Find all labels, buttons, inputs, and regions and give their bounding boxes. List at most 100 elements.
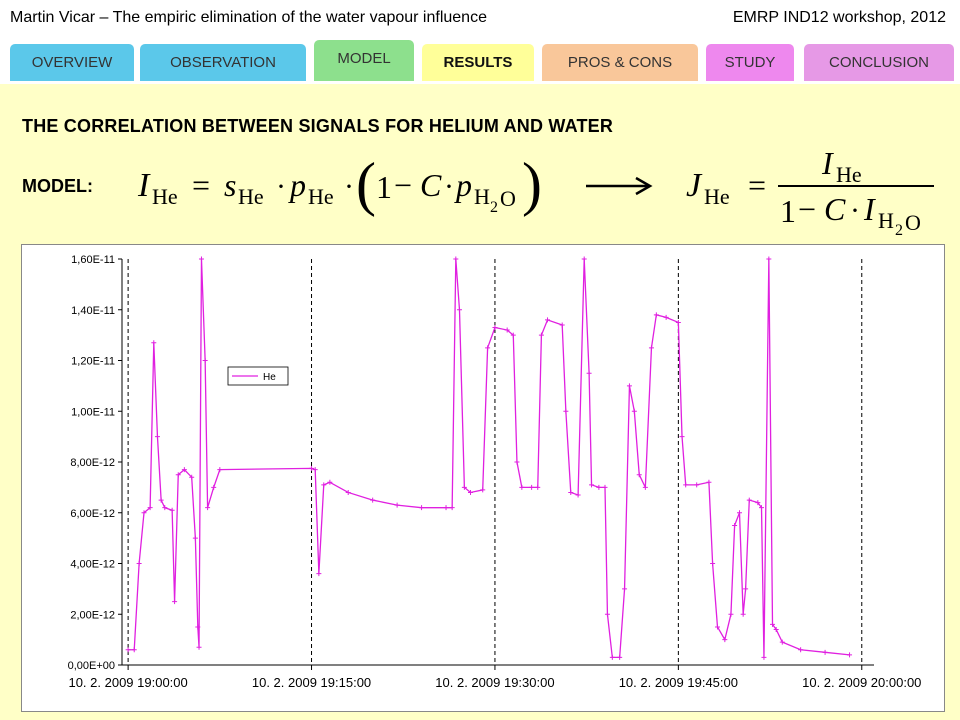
- svg-text:·: ·: [444, 170, 454, 203]
- data-point: [683, 482, 689, 488]
- data-point: [847, 652, 853, 658]
- svg-text:(: (: [356, 151, 376, 217]
- svg-text:=: =: [192, 167, 210, 203]
- data-point: [663, 314, 669, 320]
- workshop-label: EMRP IND12 workshop, 2012: [732, 9, 946, 26]
- tab-overview[interactable]: OVERVIEW: [10, 44, 134, 81]
- data-point: [154, 434, 160, 440]
- data-point: [773, 626, 779, 632]
- data-point: [162, 505, 168, 511]
- data-point: [761, 654, 767, 660]
- data-point: [740, 611, 746, 617]
- y-tick-label: 0,00E+00: [68, 660, 115, 672]
- svg-text:1: 1: [376, 169, 392, 205]
- data-point: [480, 487, 486, 493]
- data-point: [732, 522, 738, 528]
- data-point: [504, 327, 510, 333]
- data-point: [321, 482, 327, 488]
- legend-label-he: He: [263, 372, 276, 383]
- tab-results[interactable]: RESULTS: [422, 44, 534, 81]
- data-point: [679, 434, 685, 440]
- data-point: [196, 644, 202, 650]
- data-point: [653, 312, 659, 318]
- data-point: [309, 465, 315, 471]
- svg-text:·: ·: [344, 170, 354, 203]
- data-point: [642, 484, 648, 490]
- data-point: [710, 561, 716, 566]
- data-point: [798, 647, 804, 653]
- x-tick-label: 10. 2. 2009 19:00:00: [68, 675, 187, 690]
- data-point: [492, 325, 498, 331]
- slide-title: THE CORRELATION BETWEEN SIGNALS FOR HELI…: [22, 116, 614, 136]
- data-point: [449, 505, 455, 511]
- data-point: [136, 561, 142, 566]
- data-point: [538, 332, 544, 338]
- svg-text:J: J: [686, 167, 703, 204]
- data-point: [419, 505, 425, 511]
- data-point: [535, 484, 541, 490]
- data-point: [575, 492, 581, 498]
- tab-model[interactable]: MODEL: [314, 40, 414, 81]
- data-point: [563, 408, 569, 414]
- data-point: [175, 472, 181, 478]
- data-point: [545, 317, 551, 323]
- data-point: [514, 459, 520, 465]
- y-tick-label: 2,00E-12: [70, 609, 115, 621]
- data-point: [529, 484, 535, 490]
- tab-conclusion[interactable]: CONCLUSION: [804, 44, 954, 81]
- data-point: [456, 307, 462, 313]
- data-point: [694, 482, 700, 488]
- svg-text:He: He: [836, 162, 862, 187]
- x-tick-label: 10. 2. 2009 19:15:00: [252, 675, 371, 690]
- data-point: [169, 507, 175, 513]
- data-point: [581, 256, 587, 262]
- data-point: [345, 489, 351, 495]
- svg-text:H: H: [474, 184, 490, 209]
- tab-study[interactable]: STUDY: [706, 44, 794, 81]
- data-point: [755, 500, 761, 506]
- svg-text:−: −: [394, 167, 412, 203]
- data-point: [312, 467, 318, 473]
- svg-text:·: ·: [276, 170, 286, 203]
- data-point: [205, 505, 211, 511]
- svg-text:O: O: [905, 210, 921, 235]
- model-label: MODEL:: [22, 176, 93, 196]
- data-point: [510, 332, 516, 338]
- svg-text:I: I: [821, 145, 834, 181]
- slide-header: Martin Vicar – The empiric elimination o…: [0, 0, 960, 38]
- data-point: [743, 586, 749, 592]
- data-point: [559, 322, 565, 328]
- data-point: [151, 340, 157, 346]
- data-point: [722, 637, 728, 643]
- svg-text:p: p: [454, 167, 472, 203]
- series-line-he: [128, 258, 850, 659]
- data-point: [189, 474, 195, 480]
- tab-pros-cons[interactable]: PROS & CONS: [542, 44, 698, 81]
- model-formula: I He = s He · p He · ( 1 − C · p H 2 O )…: [137, 145, 934, 239]
- data-point: [706, 479, 712, 485]
- chart-legend: He: [227, 366, 289, 386]
- svg-text:1: 1: [780, 193, 796, 229]
- data-point: [192, 535, 198, 541]
- data-point: [211, 484, 217, 490]
- x-tick-label: 10. 2. 2009 19:30:00: [435, 675, 554, 690]
- data-point: [622, 586, 628, 592]
- y-tick-label: 8,00E-12: [70, 457, 115, 469]
- data-point: [519, 484, 525, 490]
- tab-observation[interactable]: OBSERVATION: [140, 44, 306, 81]
- svg-text:2: 2: [490, 199, 498, 216]
- data-point: [617, 654, 623, 660]
- y-tick-label: 1,00E-11: [71, 406, 115, 418]
- svg-text:He: He: [704, 184, 730, 209]
- y-tick-label: 1,40E-11: [71, 305, 115, 317]
- data-point: [125, 647, 131, 653]
- data-point: [327, 479, 333, 485]
- svg-text:H: H: [878, 208, 894, 233]
- author-title: Martin Vicar – The empiric elimination o…: [10, 9, 487, 26]
- svg-text:): ): [522, 151, 542, 217]
- data-point: [604, 611, 610, 617]
- x-tick-label: 10. 2. 2009 20:00:00: [802, 675, 921, 690]
- y-tick-label: 6,00E-12: [70, 508, 115, 520]
- data-point: [648, 345, 654, 351]
- data-point: [822, 649, 828, 655]
